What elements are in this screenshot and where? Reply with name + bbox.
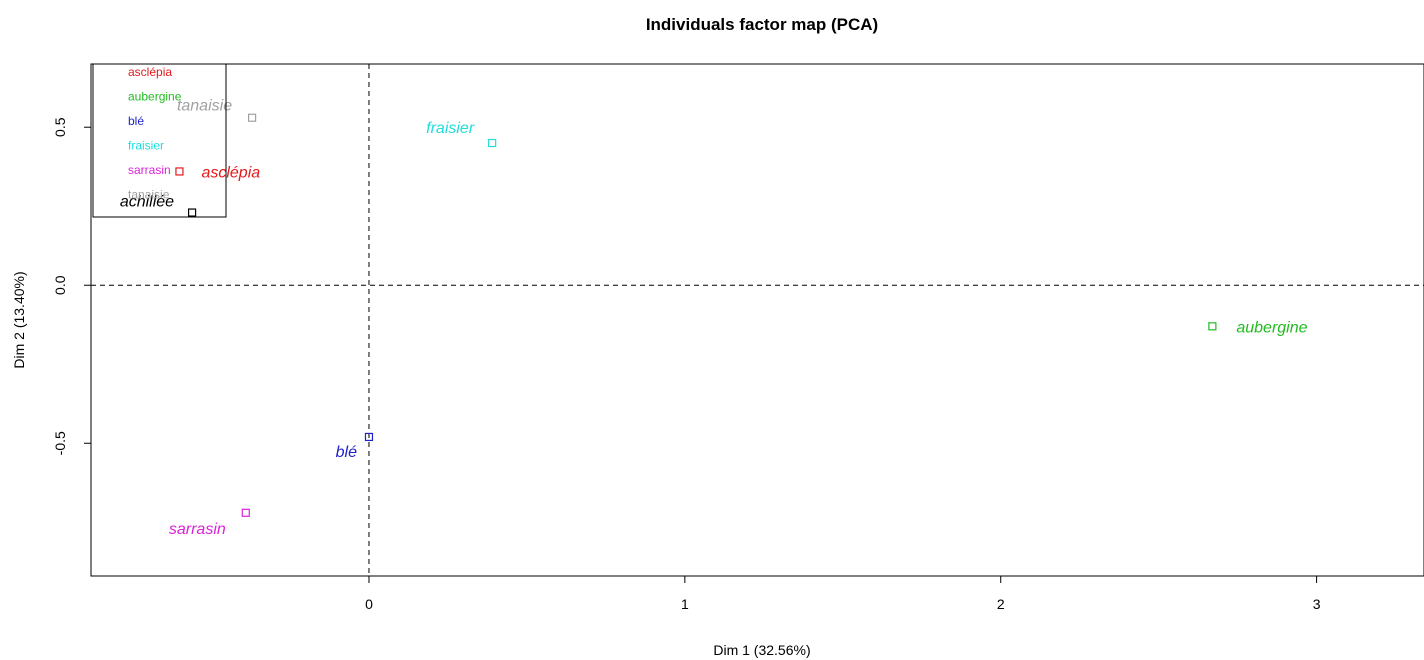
- point-label: blé: [336, 444, 357, 461]
- y-axis-label: Dim 2 (13.40%): [11, 271, 27, 368]
- chart-title: Individuals factor map (PCA): [646, 15, 878, 34]
- point-marker: [175, 167, 184, 176]
- point-label: fraisier: [426, 120, 475, 137]
- legend: asclépia aubergine blé fraisier sarrasin tana…: [92, 63, 227, 218]
- point-marker: [241, 508, 250, 517]
- point-marker: [187, 208, 197, 217]
- point-label: aubergine: [1236, 319, 1307, 336]
- y-tick-label: 0.0: [52, 275, 68, 295]
- x-tick-label: 2: [997, 596, 1005, 612]
- plot-frame: [90, 63, 1424, 577]
- y-tick-label: 0.5: [52, 117, 68, 137]
- data-points: asclépia aubergine blé fraisier sarrasin tana…: [120, 98, 1308, 538]
- reference-lines: [91, 64, 1424, 576]
- legend-entry: aubergine: [128, 90, 182, 104]
- legend-entry: tanaisie: [128, 188, 170, 202]
- legend-entry: blé: [128, 114, 144, 128]
- x-tick-label: 1: [681, 596, 689, 612]
- x-tick-label: 0: [365, 596, 373, 612]
- legend-entry: sarrasin: [128, 163, 171, 177]
- point-marker: [488, 138, 497, 148]
- x-axis: 0 1 2 3: [365, 576, 1321, 612]
- x-axis-label: Dim 1 (32.56%): [713, 642, 810, 658]
- point-marker: [1208, 322, 1217, 331]
- y-tick-label: -0.5: [52, 431, 68, 455]
- point-marker: [364, 432, 374, 442]
- x-tick-label: 3: [1313, 596, 1321, 612]
- point-label: achillée: [120, 194, 174, 211]
- point-label: sarrasin: [169, 521, 226, 538]
- legend-box: [92, 63, 227, 218]
- point-marker: [247, 113, 257, 122]
- point-label: tanaisie: [177, 98, 232, 115]
- y-axis: -0.5 0.0 0.5: [52, 117, 91, 455]
- legend-entry: asclépia: [128, 65, 172, 79]
- legend-entry: fraisier: [128, 139, 164, 153]
- point-label: asclépia: [201, 164, 260, 181]
